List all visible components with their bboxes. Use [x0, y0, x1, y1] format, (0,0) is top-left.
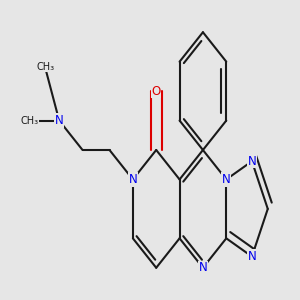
Text: N: N	[248, 250, 256, 263]
Text: CH₃: CH₃	[20, 116, 38, 126]
Text: N: N	[199, 261, 207, 274]
Text: N: N	[55, 114, 64, 127]
Text: N: N	[222, 173, 231, 186]
Text: CH₃: CH₃	[37, 61, 55, 72]
Text: N: N	[248, 155, 256, 168]
Text: N: N	[128, 173, 137, 186]
Text: O: O	[152, 85, 161, 98]
